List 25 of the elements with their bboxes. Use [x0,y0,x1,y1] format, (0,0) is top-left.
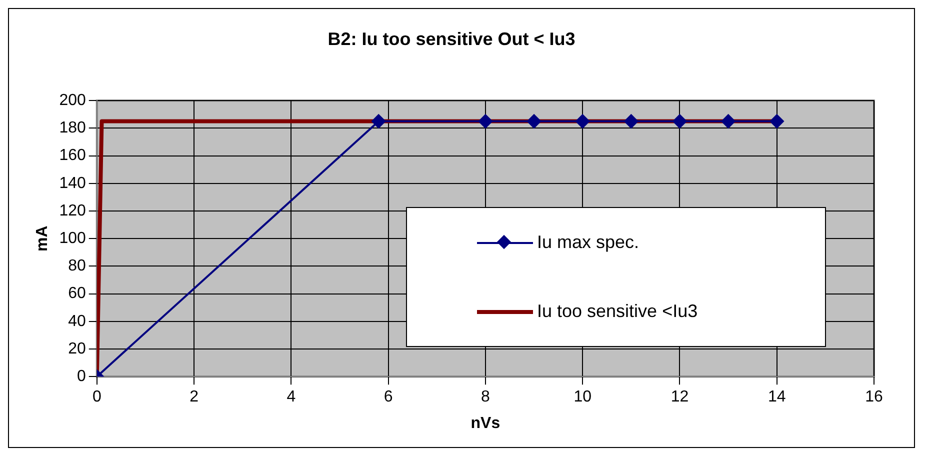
x-tick-label: 16 [865,388,883,406]
x-tick-label: 0 [92,388,102,406]
y-tick-label: 200 [59,92,86,110]
x-tick-label: 10 [574,388,592,406]
y-tick-label: 60 [68,285,86,302]
legend-label: Iu too sensitive <Iu3 [537,301,698,322]
y-axis-title: mA [34,225,52,252]
x-tick-label: 8 [480,388,490,406]
x-tick-label: 12 [670,388,689,406]
y-tick-label: 80 [68,258,86,275]
y-tick-label: 100 [59,230,86,248]
x-tick-label: 4 [286,388,296,406]
y-tick-label: 40 [68,312,86,330]
y-tick-label: 20 [68,340,86,358]
y-tick-label: 180 [59,120,86,137]
x-tick-label: 14 [768,388,786,406]
x-tick-label: 2 [190,388,199,406]
x-tick-label: 6 [384,388,393,406]
y-tick-label: 160 [59,147,86,164]
legend-label: Iu max spec. [537,232,640,253]
chart-title: B2: Iu too sensitive Out < Iu3 [328,28,576,49]
y-tick-label: 120 [59,202,86,220]
y-tick-label: 140 [59,174,86,192]
x-axis-title: nVs [470,414,500,432]
y-tick-label: 0 [76,368,86,386]
